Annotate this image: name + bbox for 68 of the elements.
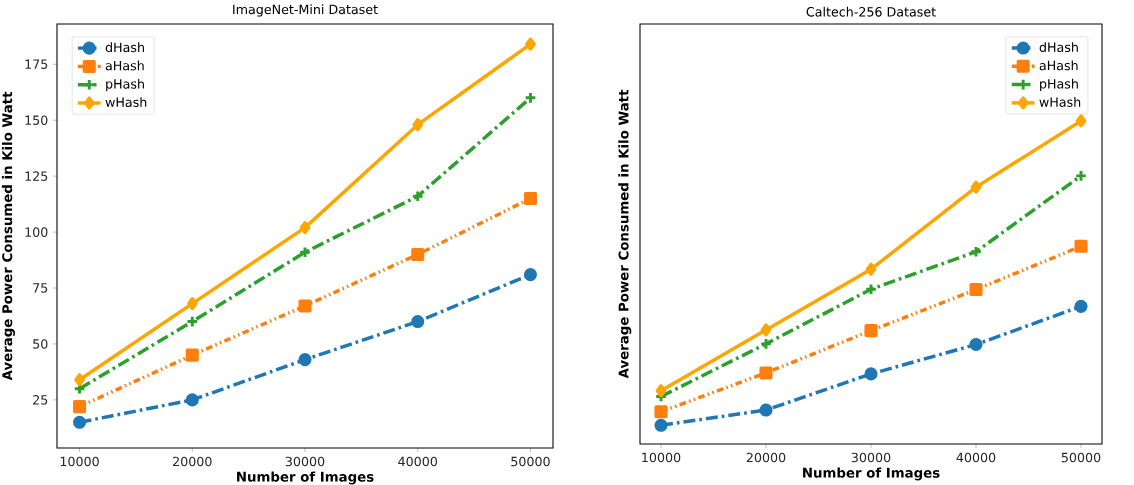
legend-label: dHash xyxy=(105,42,144,53)
point xyxy=(969,337,983,352)
point xyxy=(523,268,537,282)
point xyxy=(186,315,199,328)
point xyxy=(73,400,87,414)
point xyxy=(298,353,312,367)
point xyxy=(524,91,537,105)
point xyxy=(1075,114,1087,128)
y-tick-label: 125 xyxy=(25,171,48,181)
point xyxy=(298,245,312,259)
x-tick-label: 40000 xyxy=(398,456,438,467)
y-tick-label: 75 xyxy=(33,283,48,293)
x-tick-label: 20000 xyxy=(173,456,212,467)
point xyxy=(411,247,425,261)
point xyxy=(1074,169,1088,183)
legend-label: wHash xyxy=(105,97,147,107)
x-tick-label: 50000 xyxy=(1061,452,1101,463)
y-axis-title: Average Power Consumed in Kilo Watt xyxy=(618,89,632,379)
legend-label: pHash xyxy=(106,78,144,92)
point xyxy=(864,324,878,338)
x-axis-title: Number of Images xyxy=(803,467,940,481)
point xyxy=(185,393,199,407)
point xyxy=(864,282,878,296)
point xyxy=(759,366,773,380)
point xyxy=(654,405,668,419)
point xyxy=(759,337,773,351)
point xyxy=(654,418,668,432)
point xyxy=(864,367,878,381)
legend-label: wHash xyxy=(1039,97,1081,107)
point xyxy=(298,299,312,313)
point xyxy=(412,118,424,132)
point xyxy=(523,191,537,206)
point xyxy=(186,297,198,311)
point xyxy=(759,403,773,417)
x-tick-label: 20000 xyxy=(746,452,786,463)
x-tick-label: 50000 xyxy=(511,456,550,467)
y-tick-label: 100 xyxy=(25,227,48,237)
point xyxy=(655,384,667,398)
point xyxy=(1074,239,1088,253)
y-tick-label: 150 xyxy=(25,115,48,126)
chart-title: Caltech-256 Dataset xyxy=(806,6,936,17)
point xyxy=(525,37,536,51)
point xyxy=(74,373,85,387)
point xyxy=(969,283,983,297)
x-axis-title: Number of Images xyxy=(237,471,374,485)
y-tick-label: 175 xyxy=(25,59,48,69)
point xyxy=(865,262,877,276)
x-tick-label: 10000 xyxy=(642,452,681,463)
x-tick-label: 30000 xyxy=(851,452,891,463)
point xyxy=(760,323,772,337)
legend-label: aHash xyxy=(105,60,144,71)
y-axis-title: Average Power Consumed in Kilo Watt xyxy=(1,91,15,381)
point xyxy=(1074,299,1088,313)
point xyxy=(411,315,425,329)
x-tick-label: 10000 xyxy=(60,456,99,467)
y-tick-label: 50 xyxy=(33,339,48,349)
point xyxy=(73,415,87,429)
legend-label: pHash xyxy=(1040,78,1078,92)
point xyxy=(969,245,983,259)
point xyxy=(185,348,199,362)
x-tick-label: 40000 xyxy=(956,452,996,463)
chart-title: ImageNet-Mini Dataset xyxy=(233,4,378,17)
legend-label: aHash xyxy=(1039,60,1078,71)
legend-label: dHash xyxy=(1039,42,1078,53)
point xyxy=(299,221,311,235)
point xyxy=(970,180,982,194)
x-tick-label: 30000 xyxy=(285,456,325,467)
y-tick-label: 25 xyxy=(33,395,48,405)
